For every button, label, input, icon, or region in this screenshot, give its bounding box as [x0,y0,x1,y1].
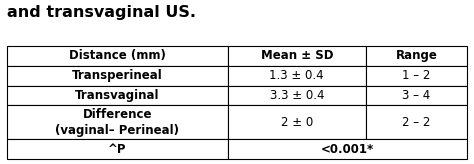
Text: 2 – 2: 2 – 2 [402,116,430,129]
Text: 1.3 ± 0.4: 1.3 ± 0.4 [269,69,324,82]
Bar [228,46,366,66]
Bar [228,139,467,159]
Bar [7,46,228,66]
Text: Transvaginal: Transvaginal [75,89,160,102]
Bar [228,105,366,139]
Bar [7,66,228,86]
Text: Mean ± SD: Mean ± SD [261,49,333,62]
Text: and transvaginal US.: and transvaginal US. [7,5,196,20]
Bar [366,46,467,66]
Text: <0.001*: <0.001* [321,143,374,156]
Text: 1 – 2: 1 – 2 [402,69,430,82]
Bar [7,139,228,159]
Bar [7,86,228,105]
Text: 2 ± 0: 2 ± 0 [281,116,313,129]
Bar [228,86,366,105]
Bar [228,66,366,86]
Text: Difference
(vaginal– Perineal): Difference (vaginal– Perineal) [55,108,180,137]
Text: 3 – 4: 3 – 4 [402,89,430,102]
Bar [7,105,228,139]
Bar [366,66,467,86]
Text: ^P: ^P [108,143,127,156]
Text: Transperineal: Transperineal [72,69,163,82]
Text: Range: Range [395,49,437,62]
Bar [366,105,467,139]
Bar [366,86,467,105]
Text: 3.3 ± 0.4: 3.3 ± 0.4 [270,89,324,102]
Text: Distance (mm): Distance (mm) [69,49,166,62]
